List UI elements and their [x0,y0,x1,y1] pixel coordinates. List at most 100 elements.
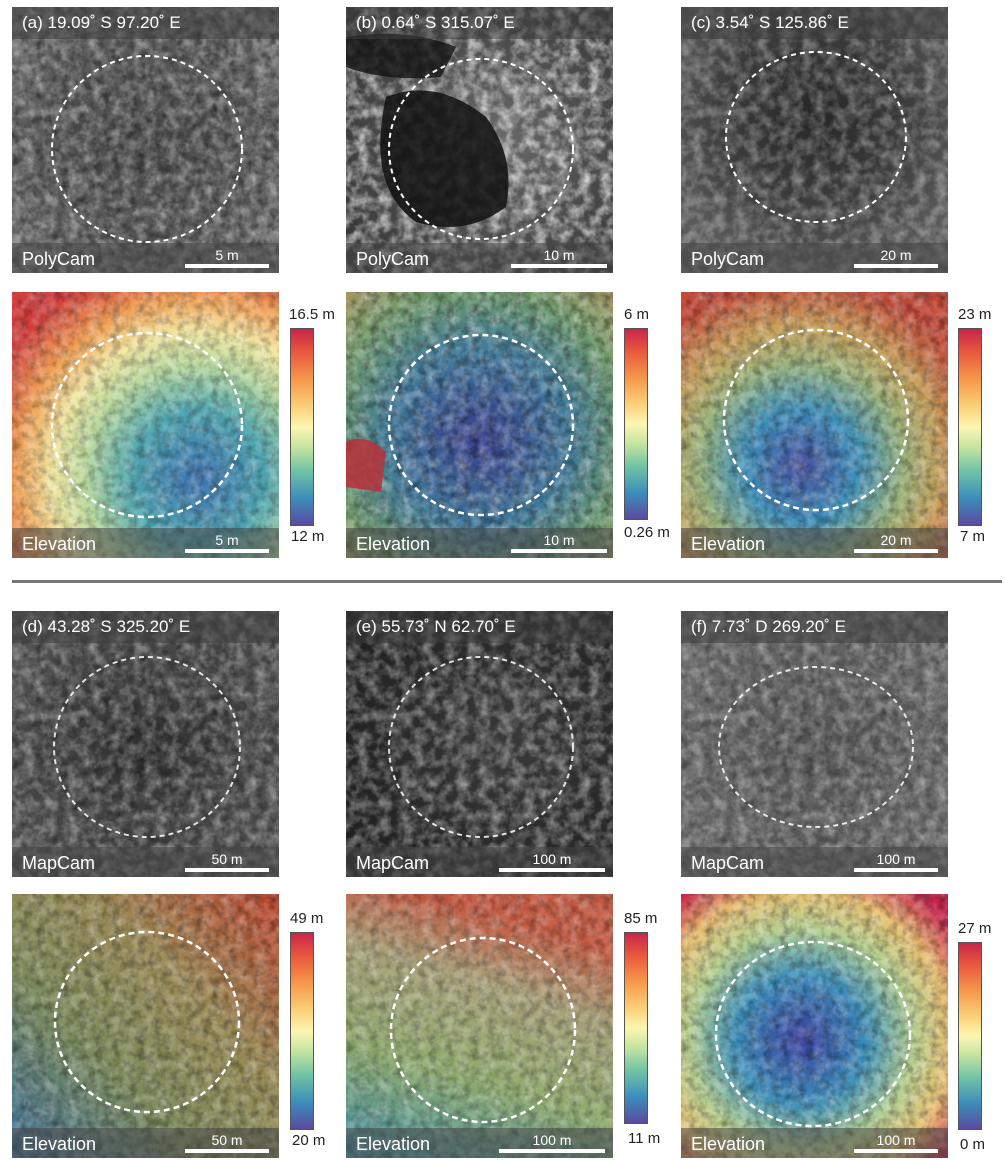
colorbar-f-min: 0 m [960,1136,986,1153]
scale-bar: 100 m [499,1133,605,1153]
camera-label: PolyCam [22,249,96,269]
elevation-map [12,894,279,1158]
camera-label: MapCam [22,853,96,873]
section-divider [12,580,1002,583]
colorbar-a-max: 16.5 m [289,306,335,323]
terrain-image [12,7,279,273]
colorbar-f [958,942,982,1130]
elevation-map [346,894,613,1158]
elevation-map [12,292,279,558]
label-bar: PolyCam [681,243,948,273]
panel-b-elevation: Elevation 10 m [346,292,613,558]
panel-b-image: (b) 0.64˚ S 315.07˚ E PolyCam 10 m [346,7,613,273]
camera-label: PolyCam [356,249,430,269]
panel-coordinates: (c) 3.54˚ S 125.86˚ E [691,13,849,32]
elevation-label: Elevation [22,1134,97,1154]
crater-outline [718,666,914,828]
terrain-image [12,611,279,877]
colorbar-c-max: 23 m [958,306,992,323]
panel-coordinates: (b) 0.64˚ S 315.07˚ E [356,13,515,32]
terrain-image [681,611,948,877]
elevation-map [681,894,948,1158]
terrain-image [346,7,613,273]
label-bar: Elevation [12,1128,279,1158]
scale-bar: 100 m [854,852,938,872]
scale-label: 50 m [211,851,243,867]
scale-bar: 100 m [499,852,605,872]
elevation-label: Elevation [22,534,97,554]
colorbar-a-min: 12 m [291,528,325,545]
panel-c-image: (c) 3.54˚ S 125.86˚ E PolyCam 20 m [681,7,948,273]
elevation-label: Elevation [356,1134,431,1154]
scale-bar: 100 m [854,1133,938,1153]
scale-bar: 50 m [185,852,269,872]
scale-bar: 5 m [185,533,269,553]
label-bar: Elevation [681,528,948,558]
crater-outline [387,333,575,517]
panel-f-image: (f) 7.73˚ D 269.20˚ E MapCam 100 m [681,611,948,877]
elevation-map [346,292,613,558]
crater-outline [389,936,577,1124]
scale-bar: 5 m [185,248,269,268]
scale-bar: 10 m [511,248,607,268]
crater-outline [50,331,244,519]
colorbar-e-max: 85 m [624,910,658,927]
crater-outline [51,55,243,243]
panel-coordinates: (f) 7.73˚ D 269.20˚ E [691,617,846,636]
colorbar-c-min: 7 m [960,528,986,545]
scale-label: 20 m [880,247,912,263]
scale-bar: 20 m [854,533,938,553]
scale-label: 100 m [532,851,572,867]
elevation-label: Elevation [691,534,766,554]
coordinate-bar: (e) 55.73˚ N 62.70˚ E [346,611,613,643]
label-bar: Elevation [346,528,613,558]
camera-label: MapCam [356,853,430,873]
crater-outline [714,940,912,1128]
panel-f-elevation: Elevation 100 m [681,894,948,1158]
panel-d-image: (d) 43.28˚ S 325.20˚ E MapCam 50 m [12,611,279,877]
scale-label: 20 m [880,532,912,548]
crater-outline [388,58,574,240]
panel-coordinates: (e) 55.73˚ N 62.70˚ E [356,617,516,636]
elevation-label: Elevation [356,534,431,554]
label-bar: Elevation [12,528,279,558]
scale-label: 10 m [543,532,575,548]
camera-label: MapCam [691,853,765,873]
crater-outline [388,656,574,838]
colorbar-f-max: 27 m [958,920,992,937]
colorbar-a [290,328,314,526]
panel-a-image: (a) 19.09˚ S 97.20˚ E PolyCam 5 m [12,7,279,273]
scale-label: 100 m [876,851,916,867]
panel-coordinates: (a) 19.09˚ S 97.20˚ E [22,13,181,32]
colorbar-d-min: 20 m [292,1132,326,1149]
coordinate-bar: (a) 19.09˚ S 97.20˚ E [12,7,279,39]
elevation-label: Elevation [691,1134,766,1154]
label-bar: MapCam [681,847,948,877]
scale-label: 5 m [215,532,239,548]
label-bar: PolyCam [12,243,279,273]
scale-bar: 20 m [854,248,938,268]
label-bar: MapCam [12,847,279,877]
scale-label: 100 m [876,1132,916,1148]
terrain-image [681,7,948,273]
coordinate-bar: (d) 43.28˚ S 325.20˚ E [12,611,279,643]
panel-coordinates: (d) 43.28˚ S 325.20˚ E [22,617,191,636]
camera-label: PolyCam [691,249,765,269]
colorbar-d-max: 49 m [290,910,324,927]
crater-outline [53,930,241,1114]
scale-label: 5 m [215,247,239,263]
panel-e-elevation: Elevation 100 m [346,894,613,1158]
crater-outline [725,51,907,223]
colorbar-b [624,328,648,520]
panel-c-elevation: Elevation 20 m [681,292,948,558]
colorbar-b-min: 0.26 m [624,524,670,541]
panel-e-image: (e) 55.73˚ N 62.70˚ E MapCam 100 m [346,611,613,877]
coordinate-bar: (b) 0.64˚ S 315.07˚ E [346,7,613,39]
label-bar: PolyCam [346,243,613,273]
label-bar: MapCam [346,847,613,877]
terrain-image [346,611,613,877]
scale-bar: 10 m [511,533,607,553]
colorbar-c [958,328,982,526]
colorbar-b-max: 6 m [624,306,650,323]
scale-label: 10 m [543,247,575,263]
